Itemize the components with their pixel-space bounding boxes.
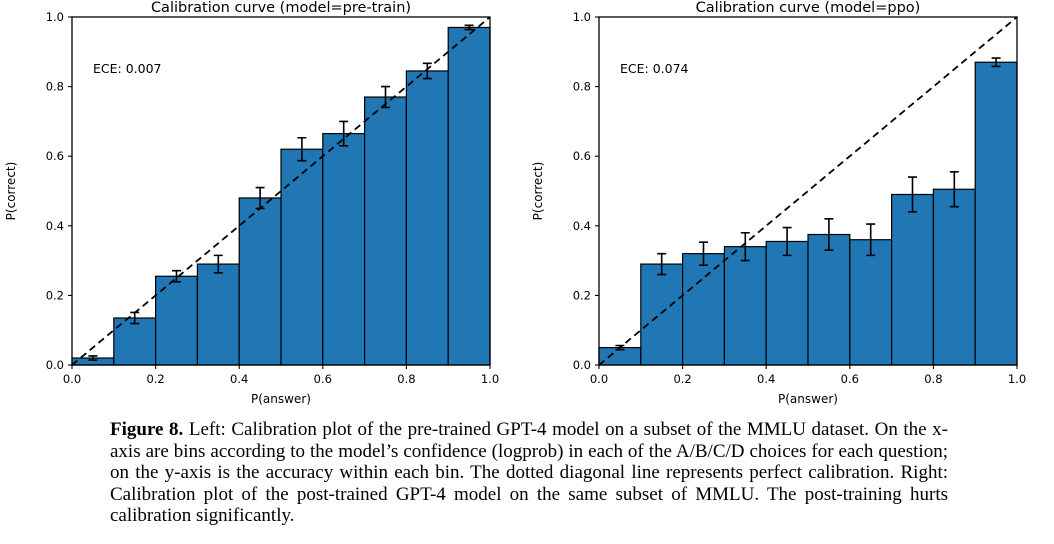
error-bar (88, 355, 98, 361)
histogram-bar (723, 246, 767, 366)
error-bar (824, 218, 834, 251)
error-bar (991, 57, 1001, 68)
error-bar (464, 24, 474, 31)
charts-row: 0.0 0.2 0.4 0.6 0.8 1.0 0.0 0.2 0.4 0.6 0.8 1.0 Cal… (4, 0, 1026, 406)
y-tick-label: 0.6 (573, 149, 591, 163)
histogram-bar (807, 233, 851, 366)
y-tick-label: 0.0 (573, 358, 591, 372)
y-tick-label: 1.0 (46, 10, 64, 24)
figure-caption: Figure 8. Left: Calibration plot of the … (110, 419, 948, 527)
error-bar (699, 241, 708, 266)
calibration-chart-ppo: 0.0 0.2 0.4 0.6 0.8 1.0 0.0 0.2 0.4 0.6 0.8 1.0 Cal… (531, 0, 1026, 406)
figure-caption-label: Figure 8. (110, 419, 184, 440)
histogram-bar (932, 188, 976, 366)
x-tick-label: 0.0 (590, 372, 608, 386)
x-tick-label: 0.0 (63, 372, 81, 386)
ece-annotation-ppo: ECE: 0.074 (620, 61, 689, 76)
histogram-bar (280, 148, 324, 366)
x-tick-label: 0.6 (841, 372, 859, 386)
y-tick-label: 0.6 (46, 149, 64, 163)
x-tick-label: 0.8 (397, 372, 415, 386)
x-axis-label-ppo: P(answer) (778, 392, 838, 406)
x-axis-label-pretrain: P(answer) (251, 392, 311, 406)
plot-area-pretrain: 0.0 0.2 0.4 0.6 0.8 1.0 0.0 0.2 0.4 0.6 0.8 1.0 (46, 10, 499, 386)
chart-title-ppo: Calibration curve (model=ppo) (696, 0, 921, 16)
plot-frame (598, 16, 1018, 366)
error-bar (297, 136, 307, 162)
x-tick-label: 0.4 (230, 372, 248, 386)
x-tick-label: 0.8 (924, 372, 942, 386)
histogram-bar (640, 263, 684, 366)
x-tick-label: 0.2 (673, 372, 691, 386)
x-tick-label: 1.0 (1008, 372, 1026, 386)
error-bar (740, 231, 750, 262)
y-tick-label: 0.8 (46, 80, 64, 94)
error-bar (339, 120, 349, 147)
y-tick-label: 0.2 (573, 288, 591, 302)
x-tick-label: 1.0 (481, 372, 499, 386)
y-tick-label: 0.4 (46, 219, 64, 233)
histogram-bar (196, 263, 240, 366)
plot-frame (71, 16, 491, 366)
error-bar (213, 254, 223, 274)
error-bar (172, 269, 181, 283)
histogram-bar (849, 239, 893, 366)
error-bar (657, 252, 667, 276)
y-tick-label: 0.8 (573, 80, 591, 94)
x-tick-label: 0.6 (314, 372, 332, 386)
histogram-bar (447, 26, 491, 366)
perfect-calibration-line (71, 16, 491, 366)
histogram-bar (974, 61, 1018, 366)
histogram-bar (405, 70, 449, 366)
y-axis-label-ppo: P(correct) (531, 162, 545, 221)
error-bar (949, 171, 959, 208)
histogram-bar (682, 253, 726, 366)
perfect-calibration-line (598, 16, 1018, 366)
plot-area-ppo: 0.0 0.2 0.4 0.6 0.8 1.0 0.0 0.2 0.4 0.6 0.8 1.0 (573, 10, 1026, 386)
figure-caption-text: Left: Calibration plot of the pre-traine… (110, 419, 948, 526)
error-bar (866, 223, 876, 257)
histogram-bar (364, 96, 408, 366)
calibration-chart-pretrain: 0.0 0.2 0.4 0.6 0.8 1.0 0.0 0.2 0.4 0.6 0.8 1.0 Cal… (4, 0, 499, 406)
y-tick-label: 0.2 (46, 288, 64, 302)
x-tick-label: 0.2 (146, 372, 164, 386)
y-tick-label: 0.4 (573, 219, 591, 233)
error-bar (908, 176, 917, 213)
histogram-bar (765, 240, 809, 366)
y-tick-label: 1.0 (573, 10, 591, 24)
y-axis-label-pretrain: P(correct) (4, 162, 18, 221)
histogram-bar (238, 197, 282, 366)
y-tick-label: 0.0 (46, 358, 64, 372)
error-bar (422, 62, 432, 80)
chart-title-pretrain: Calibration curve (model=pre-train) (151, 0, 411, 16)
ece-annotation-pretrain: ECE: 0.007 (93, 61, 162, 76)
histogram-bar (322, 132, 366, 366)
histogram-bar (891, 193, 935, 366)
error-bar (782, 226, 792, 257)
x-tick-label: 0.4 (757, 372, 775, 386)
